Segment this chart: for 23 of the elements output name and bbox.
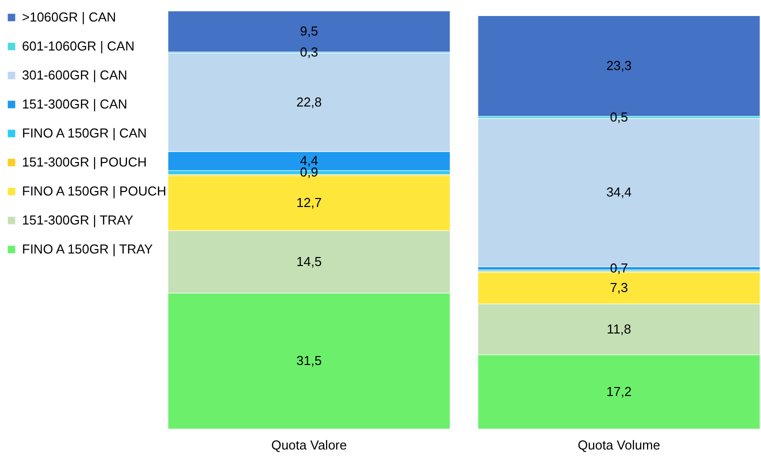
data-label: 23,3	[606, 58, 632, 73]
data-label: 14,5	[296, 254, 322, 269]
data-label: 12,7	[296, 195, 322, 210]
legend-label: >1060GR | CAN	[22, 10, 116, 24]
x-tick-label: Quota Valore	[271, 438, 347, 452]
data-label: 11,8	[606, 321, 632, 336]
legend-label: 301-600GR | CAN	[22, 68, 128, 82]
data-label: 9,5	[300, 23, 318, 38]
data-label: 4,4	[300, 153, 318, 168]
data-label: 31,5	[296, 353, 322, 368]
x-tick-label: Quota Volume	[578, 438, 660, 452]
data-label: 7,3	[610, 280, 628, 296]
data-label: 22,8	[296, 94, 322, 110]
legend-label: 151-300GR | TRAY	[22, 212, 134, 228]
data-label: 34,4	[606, 184, 632, 200]
legend-label: 151-300GR | POUCH	[22, 154, 147, 170]
data-label: 0,3	[300, 44, 318, 60]
legend-label: 151-300GR | CAN	[22, 96, 128, 112]
data-label: 17,2	[606, 384, 632, 399]
legend-label: FINO A 150GR | TRAY	[22, 242, 154, 256]
legend-label: 601-1060GR | CAN	[22, 38, 134, 54]
legend-label: FINO A 150GR | POUCH	[22, 184, 166, 198]
legend-label: FINO A 150GR | CAN	[22, 126, 147, 140]
